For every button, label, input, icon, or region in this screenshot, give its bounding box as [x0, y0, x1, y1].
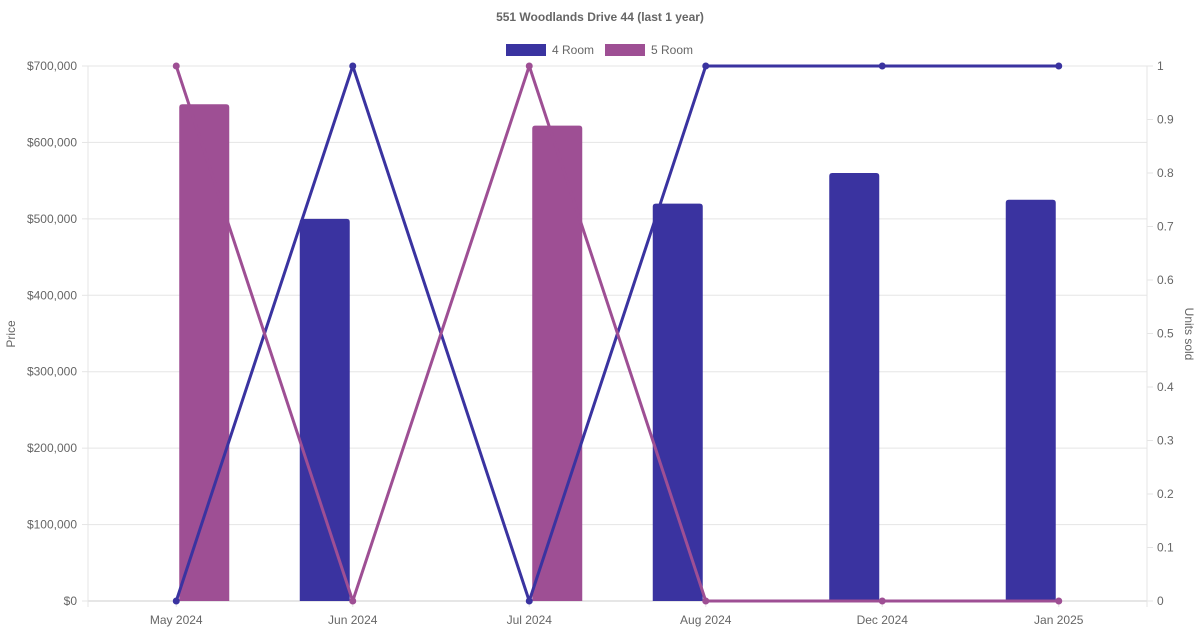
point-5-room — [349, 597, 357, 605]
bar-4-room — [652, 203, 703, 602]
y-left-tick-label: $600,000 — [27, 135, 77, 149]
y-axis-right-title: Units sold — [1182, 308, 1196, 361]
y-right-tick-label: 0.7 — [1157, 220, 1174, 234]
y-right-tick-label: 0 — [1157, 594, 1164, 608]
bars — [179, 104, 1056, 602]
y-right-tick-label: 0.6 — [1157, 273, 1174, 287]
x-tick-label: Jun 2024 — [328, 613, 378, 627]
point-5-room — [878, 597, 886, 605]
legend-swatch — [605, 44, 645, 56]
legend-swatch — [506, 44, 546, 56]
point-4-room — [172, 597, 180, 605]
point-5-room — [1055, 597, 1063, 605]
x-tick-label: Jan 2025 — [1034, 613, 1084, 627]
y-left-tick-label: $200,000 — [27, 441, 77, 455]
y-right-tick-label: 0.2 — [1157, 487, 1174, 501]
x-tick-label: Jul 2024 — [507, 613, 553, 627]
point-5-room — [172, 62, 180, 70]
lines — [172, 62, 1063, 605]
point-4-room — [878, 62, 886, 70]
bar-5-room — [532, 125, 583, 601]
point-4-room — [702, 62, 710, 70]
line-5-room — [174, 64, 1059, 603]
y-left-tick-label: $700,000 — [27, 59, 77, 73]
chart-title: 551 Woodlands Drive 44 (last 1 year) — [496, 10, 704, 24]
y-left-tick-label: $0 — [64, 594, 78, 608]
bar-5-room — [179, 104, 230, 601]
y-right-tick-label: 0.3 — [1157, 434, 1174, 448]
y-left-tick-label: $300,000 — [27, 365, 77, 379]
y-right-tick-label: 0.5 — [1157, 327, 1174, 341]
x-tick-label: May 2024 — [150, 613, 203, 627]
y-right-tick-label: 0.4 — [1157, 380, 1174, 394]
legend-label: 4 Room — [552, 43, 594, 57]
bar-4-room — [299, 218, 350, 601]
y-left-tick-label: $500,000 — [27, 212, 77, 226]
legend-label: 5 Room — [651, 43, 693, 57]
point-4-room — [525, 597, 533, 605]
legend: 4 Room 5 Room — [506, 43, 693, 57]
axes: $0 $100,000 $200,000 $300,000 $400,000 $500,0… — [27, 59, 1174, 627]
point-4-room — [1055, 62, 1063, 70]
y-right-tick-label: 0.8 — [1157, 166, 1174, 180]
y-left-tick-label: $400,000 — [27, 288, 77, 302]
point-4-room — [349, 62, 357, 70]
y-right-tick-label: 0.9 — [1157, 113, 1174, 127]
y-left-tick-label: $100,000 — [27, 518, 77, 532]
y-axis-left-title: Price — [4, 320, 18, 348]
y-right-tick-label: 1 — [1157, 59, 1164, 73]
point-5-room — [702, 597, 710, 605]
x-tick-label: Dec 2024 — [857, 613, 909, 627]
bar-4-room — [829, 173, 880, 601]
y-right-tick-label: 0.1 — [1157, 541, 1174, 555]
bar-4-room — [1005, 199, 1056, 601]
x-tick-label: Aug 2024 — [680, 613, 732, 627]
point-5-room — [525, 62, 533, 70]
